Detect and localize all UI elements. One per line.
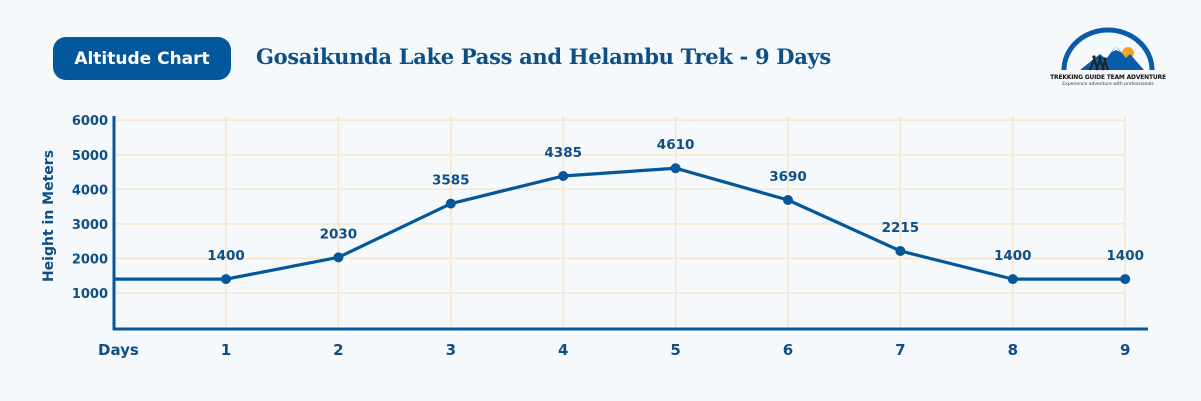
x-axis-ticks: 1 2 3 4 5 6 7 8 9 [221, 341, 1131, 359]
data-label: 3585 [432, 173, 470, 189]
data-point [333, 252, 344, 263]
y-axis-label: Height in Meters [41, 150, 57, 282]
data-point [445, 198, 456, 209]
x-tick-label: 9 [1120, 341, 1130, 359]
data-point [558, 170, 569, 181]
logo-name: TREKKING GUIDE TEAM ADVENTURE [1050, 74, 1166, 81]
x-tick-label: 7 [895, 341, 905, 359]
y-tick-label: 3000 [72, 218, 108, 233]
mountain-logo-icon [1061, 27, 1155, 71]
data-point [221, 274, 231, 285]
x-tick-label: 8 [1008, 341, 1018, 359]
x-axis-label: Days [98, 341, 139, 359]
data-point [670, 163, 681, 174]
x-tick-label: 5 [670, 341, 680, 359]
x-tick-label: 4 [558, 341, 568, 359]
x-tick-label: 3 [446, 341, 456, 359]
y-tick-label: 6000 [72, 114, 108, 129]
data-label: 2215 [882, 220, 920, 236]
data-label: 4385 [544, 145, 582, 161]
data-point [1120, 274, 1131, 285]
y-axis-ticks: 1000 2000 3000 4000 5000 6000 [72, 114, 108, 302]
x-tick-label: 2 [333, 341, 343, 359]
y-tick-label: 4000 [72, 183, 108, 198]
data-label: 4610 [657, 137, 695, 153]
data-label: 3690 [769, 169, 807, 185]
x-tick-label: 6 [783, 341, 793, 359]
grid-lines [116, 116, 1126, 328]
data-label: 2030 [320, 226, 358, 242]
logo: TREKKING GUIDE TEAM ADVENTURE Experience… [1050, 26, 1166, 90]
data-label: 1400 [994, 248, 1032, 264]
y-tick-label: 5000 [72, 149, 108, 164]
data-point [783, 195, 793, 206]
y-tick-label: 1000 [72, 287, 108, 302]
altitude-series: 1400 2030 3585 4385 4610 3690 2215 1400 1400 [114, 137, 1144, 285]
altitude-chart-badge: Altitude Chart [53, 37, 231, 80]
x-tick-label: 1 [221, 341, 231, 359]
chart-title: Gosaikunda Lake Pass and Helambu Trek - … [256, 44, 831, 69]
data-point [895, 245, 906, 256]
y-tick-label: 2000 [72, 252, 108, 267]
data-point [1007, 274, 1018, 285]
data-label: 1400 [1106, 248, 1144, 264]
data-label: 1400 [207, 248, 245, 264]
logo-tagline: Experience adventure with professionals [1062, 82, 1154, 87]
